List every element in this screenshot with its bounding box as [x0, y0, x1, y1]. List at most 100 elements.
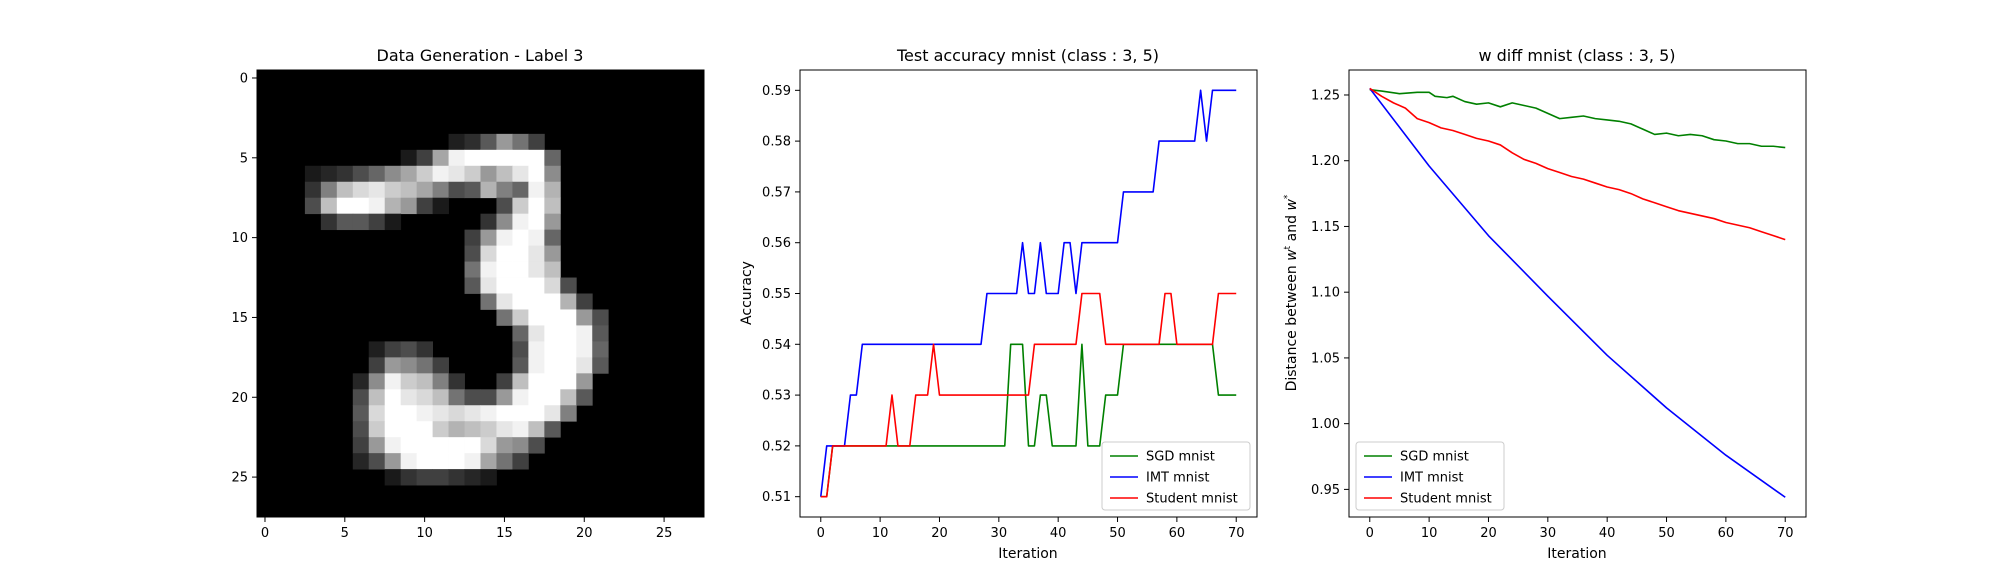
- wdiff-legend-label-0: SGD mnist: [1400, 450, 1469, 465]
- image-pixel: [432, 421, 449, 438]
- image-pixel: [432, 469, 449, 486]
- image-pixel: [496, 405, 513, 422]
- accuracy-legend-label-1: IMT mnist: [1146, 471, 1210, 486]
- image-pixel: [368, 421, 386, 438]
- accuracy-x-tick-label: 50: [1109, 526, 1126, 541]
- image-pixel: [544, 309, 561, 326]
- image-pixel: [448, 389, 465, 406]
- image-pixel: [544, 357, 561, 374]
- wdiff-y-tick-label: 1.05: [1311, 351, 1340, 366]
- image-pixel: [512, 357, 529, 374]
- image-pixel: [400, 453, 418, 470]
- image-pixel: [448, 165, 465, 183]
- image-pixel: [544, 405, 561, 422]
- image-pixel: [512, 229, 529, 246]
- image-pixel: [464, 133, 481, 151]
- image-pixel: [496, 181, 513, 199]
- image-frame: [256, 69, 705, 518]
- image-pixel: [544, 373, 561, 390]
- accuracy-legend: SGD mnist IMT mnist Student mnist: [1101, 441, 1251, 511]
- wdiff-x-ticks: 0 10 20 30 40 50 60 70: [1366, 517, 1794, 541]
- accuracy-legend-label-2: Student mnist: [1146, 492, 1238, 507]
- image-pixel: [384, 197, 402, 215]
- image-pixel: [480, 261, 497, 278]
- image-pixel: [448, 421, 465, 438]
- wdiff-y-label-mid: and: [1284, 211, 1300, 246]
- image-x-tick-label: 25: [656, 526, 673, 541]
- image-pixel: [432, 405, 449, 422]
- image-pixel: [560, 341, 577, 358]
- image-pixel: [384, 405, 402, 422]
- image-pixel: [448, 133, 465, 151]
- image-pixel: [528, 229, 545, 246]
- image-pixel: [496, 261, 513, 278]
- image-pixel: [432, 389, 449, 406]
- image-pixel: [384, 389, 402, 406]
- wdiff-y-label-sup1: t: [1283, 245, 1293, 249]
- wdiff-x-tick-label: 30: [1540, 526, 1557, 541]
- wdiff-legend-box: [1355, 441, 1505, 511]
- image-pixel: [448, 181, 465, 199]
- image-pixel: [560, 373, 577, 390]
- image-pixel: [448, 437, 465, 454]
- image-pixel: [496, 373, 513, 390]
- accuracy-series-line-0: [820, 343, 1237, 498]
- image-pixel: [496, 421, 513, 438]
- image-pixel: [464, 453, 481, 470]
- accuracy-x-tick-label: 60: [1169, 526, 1186, 541]
- image-pixel: [320, 165, 338, 183]
- image-pixel: [448, 149, 465, 167]
- image-pixel: [464, 261, 481, 278]
- image-pixel: [352, 213, 370, 231]
- image-pixel: [560, 357, 577, 374]
- image-pixel: [480, 277, 497, 294]
- image-pixel: [512, 245, 529, 262]
- image-pixel: [496, 437, 513, 454]
- image-pixel: [512, 133, 529, 151]
- accuracy-legend-box: [1101, 441, 1251, 511]
- image-pixel: [512, 405, 529, 422]
- image-pixel: [352, 389, 370, 406]
- image-pixel: [480, 181, 497, 199]
- image-pixel: [512, 325, 529, 342]
- image-pixel: [480, 245, 497, 262]
- image-pixel: [480, 293, 497, 310]
- image-pixel: [576, 341, 593, 358]
- wdiff-legend: SGD mnist IMT mnist Student mnist: [1355, 441, 1505, 511]
- image-x-tick-label: 15: [496, 526, 513, 541]
- image-pixel: [496, 197, 513, 215]
- image-pixel: [432, 453, 449, 470]
- image-pixel: [384, 165, 402, 183]
- image-pixel: [384, 357, 402, 374]
- image-pixel: [400, 149, 418, 167]
- image-pixel: [528, 373, 545, 390]
- image-pixel: [400, 405, 418, 422]
- image-pixel: [464, 405, 481, 422]
- image-pixel: [464, 277, 481, 294]
- image-pixel: [464, 181, 481, 199]
- image-pixel: [400, 165, 418, 183]
- image-pixel: [528, 181, 545, 199]
- image-pixel: [384, 469, 402, 486]
- image-pixel: [432, 437, 449, 454]
- image-pixel: [528, 437, 545, 454]
- image-pixel: [480, 469, 497, 486]
- image-pixel: [480, 389, 497, 406]
- accuracy-series-line-2: [820, 292, 1237, 498]
- image-pixel: [368, 437, 386, 454]
- image-pixel: [448, 453, 465, 470]
- image-pixel: [480, 213, 497, 231]
- image-pixels: [257, 70, 704, 517]
- wdiff-x-tick-label: 20: [1480, 526, 1497, 541]
- image-pixel: [512, 341, 529, 358]
- wdiff-series-line-2: [1369, 87, 1786, 241]
- image-pixel: [544, 421, 561, 438]
- image-pixel: [528, 325, 545, 342]
- image-pixel: [352, 421, 370, 438]
- image-pixel: [448, 405, 465, 422]
- wdiff-series-lines: [1369, 87, 1786, 498]
- image-pixel: [496, 213, 513, 231]
- image-pixel: [320, 213, 338, 231]
- image-y-tick-label: 20: [231, 391, 248, 406]
- image-pixel: [512, 277, 529, 294]
